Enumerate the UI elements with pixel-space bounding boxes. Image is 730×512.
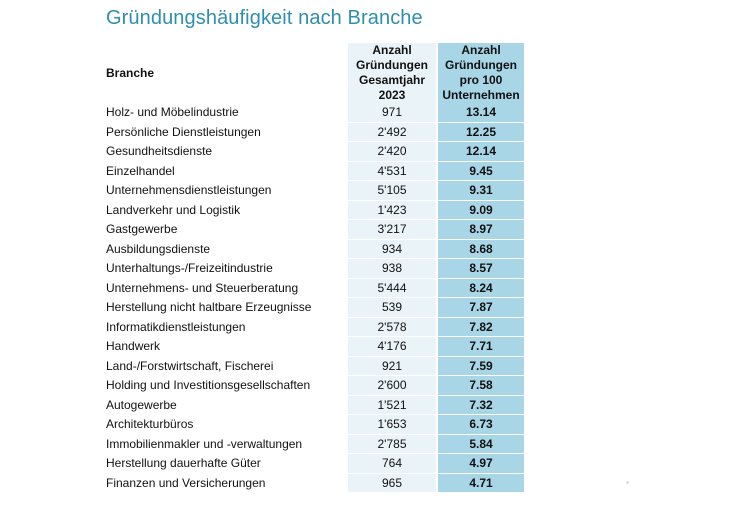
industry-name: Unternehmens- und Steuerberatung	[106, 279, 348, 298]
header-rate-line: Anzahl	[461, 43, 501, 57]
founding-rate: 9.45	[438, 161, 524, 181]
table-row: Landverkehr und Logistik 1'423 9.09	[106, 200, 524, 220]
founding-count: 938	[348, 259, 438, 279]
table-row: Holz- und Möbelindustrie 971 13.14	[106, 103, 524, 123]
table-row: Gastgewerbe 3'217 8.97	[106, 220, 524, 240]
founding-rate: 7.32	[438, 395, 524, 415]
founding-count: 965	[348, 473, 438, 493]
founding-count: 921	[348, 356, 438, 376]
founding-rate: 5.84	[438, 434, 524, 454]
founding-count: 971	[348, 103, 438, 123]
founding-count: 5'444	[348, 278, 438, 298]
header-rate-line: Unternehmen	[442, 88, 520, 102]
founding-count: 1'521	[348, 395, 438, 415]
table-row: Herstellung dauerhafte Güter 764 4.97	[106, 454, 524, 474]
industry-table: Branche Anzahl Gründungen Gesamtjahr 202…	[106, 43, 524, 493]
founding-rate: 4.71	[438, 473, 524, 493]
founding-count: 2'785	[348, 434, 438, 454]
industry-name: Persönliche Dienstleistungen	[106, 123, 348, 142]
founding-rate: 8.68	[438, 239, 524, 259]
header-rate-line: Gründungen	[445, 58, 517, 72]
industry-name: Architekturbüros	[106, 415, 348, 435]
header-rate: Anzahl Gründungen pro 100 Unternehmen	[438, 43, 524, 103]
industry-name: Herstellung nicht haltbare Erzeugnisse	[106, 298, 348, 318]
table-row: Gesundheitsdienste 2'420 12.14	[106, 142, 524, 162]
table-row: Land-/Forstwirtschaft, Fischerei 921 7.59	[106, 356, 524, 376]
table-row: Autogewerbe 1'521 7.32	[106, 395, 524, 415]
header-branche: Branche	[106, 65, 155, 80]
founding-count: 764	[348, 454, 438, 474]
founding-count: 934	[348, 239, 438, 259]
table-row: Einzelhandel 4'531 9.45	[106, 161, 524, 181]
industry-name: Land-/Forstwirtschaft, Fischerei	[106, 357, 348, 376]
industry-name: Einzelhandel	[106, 162, 348, 181]
table-row: Herstellung nicht haltbare Erzeugnisse 53…	[106, 298, 524, 318]
industry-name: Unterhaltungs-/Freizeitindustrie	[106, 259, 348, 279]
industry-name: Autogewerbe	[106, 396, 348, 415]
table-row: Architekturbüros 1'653 6.73	[106, 415, 524, 435]
founding-count: 2'492	[348, 122, 438, 142]
industry-name: Unternehmensdienstleistungen	[106, 181, 348, 201]
table-row: Ausbildungsdienste 934 8.68	[106, 239, 524, 259]
table-row: Unterhaltungs-/Freizeitindustrie 938 8.57	[106, 259, 524, 279]
founding-count: 2'600	[348, 376, 438, 396]
founding-count: 4'531	[348, 161, 438, 181]
founding-rate: 4.97	[438, 454, 524, 474]
founding-rate: 7.58	[438, 376, 524, 396]
founding-count: 2'420	[348, 142, 438, 162]
founding-rate: 6.73	[438, 415, 524, 435]
industry-name: Landverkehr und Logistik	[106, 201, 348, 220]
table-row: Informatikdienstleistungen 2'578 7.82	[106, 317, 524, 337]
founding-rate: 7.59	[438, 356, 524, 376]
table-row: Persönliche Dienstleistungen 2'492 12.25	[106, 122, 524, 142]
founding-rate: 7.82	[438, 317, 524, 337]
industry-name: Finanzen und Versicherungen	[106, 474, 348, 493]
founding-rate: 7.71	[438, 337, 524, 357]
founding-rate: 8.24	[438, 278, 524, 298]
industry-name: Holz- und Möbelindustrie	[106, 103, 348, 123]
header-total-line: Anzahl	[372, 43, 412, 57]
industry-name: Gesundheitsdienste	[106, 142, 348, 162]
page-title: Gründungshäufigkeit nach Branche	[106, 7, 423, 29]
founding-rate: 8.57	[438, 259, 524, 279]
industry-name: Immobilienmakler und -verwaltungen	[106, 435, 348, 454]
founding-count: 3'217	[348, 220, 438, 240]
table-row: Finanzen und Versicherungen 965 4.71	[106, 473, 524, 493]
founding-rate: 7.87	[438, 298, 524, 318]
industry-name: Handwerk	[106, 337, 348, 357]
founding-count: 539	[348, 298, 438, 318]
table-row: Holding und Investitionsgesellschaften 2'…	[106, 376, 524, 396]
founding-count: 1'423	[348, 200, 438, 220]
founding-count: 5'105	[348, 181, 438, 201]
table-row: Unternehmens- und Steuerberatung 5'444 8.2…	[106, 278, 524, 298]
header-total-line: Gesamtjahr	[358, 73, 426, 87]
table-row: Immobilienmakler und -verwaltungen 2'785 5…	[106, 434, 524, 454]
header-total-line: Gründungen	[356, 58, 428, 72]
founding-rate: 12.14	[438, 142, 524, 162]
table-row: Unternehmensdienstleistungen 5'105 9.31	[106, 181, 524, 201]
founding-rate: 9.31	[438, 181, 524, 201]
industry-name: Herstellung dauerhafte Güter	[106, 454, 348, 474]
industry-name: Holding und Investitionsgesellschaften	[106, 376, 348, 396]
table-header-row: Branche Anzahl Gründungen Gesamtjahr 202…	[106, 43, 524, 103]
founding-rate: 13.14	[438, 103, 524, 123]
founding-rate: 12.25	[438, 122, 524, 142]
table-row: Handwerk 4'176 7.71	[106, 337, 524, 357]
founding-count: 2'578	[348, 317, 438, 337]
founding-rate: 8.97	[438, 220, 524, 240]
header-total-line: 2023	[378, 88, 406, 102]
founding-count: 4'176	[348, 337, 438, 357]
header-rate-line: pro 100	[459, 73, 503, 87]
decorative-dot	[626, 481, 629, 484]
founding-rate: 9.09	[438, 200, 524, 220]
founding-count: 1'653	[348, 415, 438, 435]
header-total: Anzahl Gründungen Gesamtjahr 2023	[348, 43, 438, 103]
industry-name: Informatikdienstleistungen	[106, 318, 348, 337]
table-body: Holz- und Möbelindustrie 971 13.14 Persönli…	[106, 103, 524, 493]
industry-name: Gastgewerbe	[106, 220, 348, 240]
industry-name: Ausbildungsdienste	[106, 240, 348, 259]
